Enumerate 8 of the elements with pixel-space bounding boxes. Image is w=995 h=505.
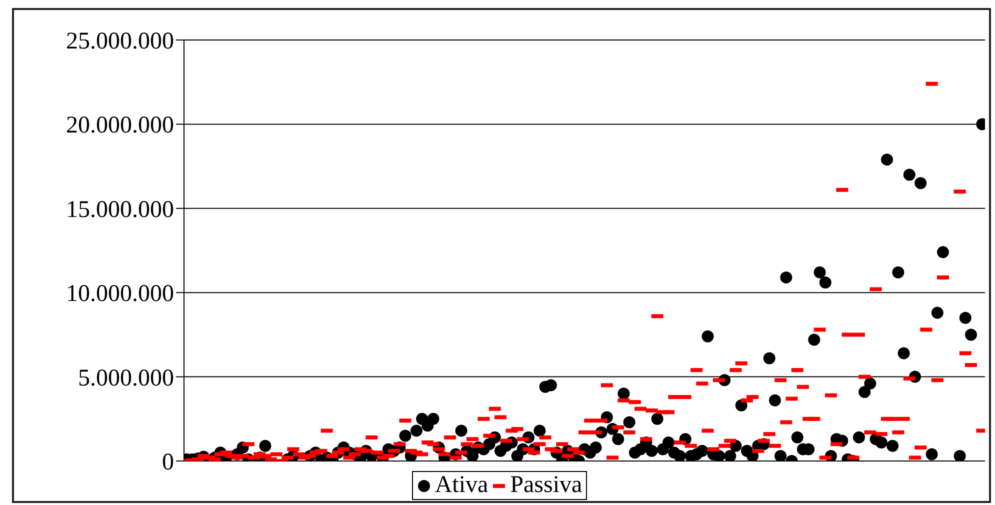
y-tick-label: 25.000.000	[66, 28, 174, 55]
y-tick-label: 5.000.000	[78, 365, 174, 392]
y-tick-label: 0	[162, 450, 174, 476]
legend-label: Passiva	[510, 472, 582, 499]
legend-label: Ativa	[434, 472, 488, 499]
y-tick-label: 20.000.000	[66, 112, 174, 139]
y-tick-label: 10.000.000	[66, 281, 174, 308]
y-tick-label: 15.000.000	[66, 196, 174, 223]
